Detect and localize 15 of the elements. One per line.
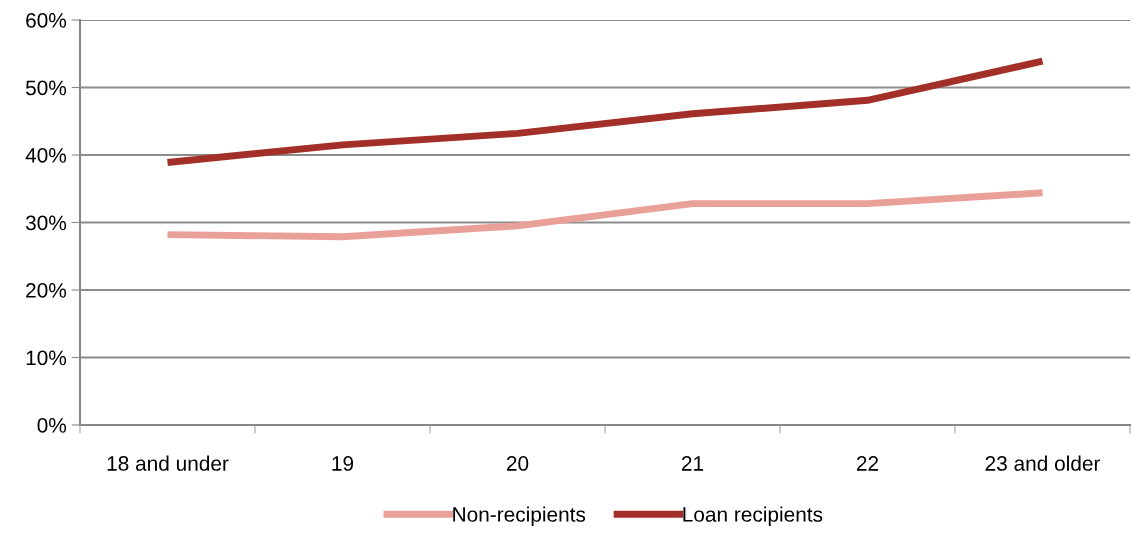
legend-label: Non-recipients <box>453 506 586 526</box>
x-tick-label: 18 and under <box>107 455 229 471</box>
y-tick-label: 0% <box>37 418 67 433</box>
y-tick-label: 60% <box>26 13 67 28</box>
x-tick-label: 22 <box>856 456 879 471</box>
x-tick-label: 23 and older <box>985 455 1101 471</box>
x-tick-label: 19 <box>332 456 354 471</box>
x-tick-label: 21 <box>681 456 704 471</box>
y-tick-label: 20% <box>26 283 67 298</box>
y-tick-label: 10% <box>26 350 67 366</box>
y-tick-label: 40% <box>25 148 67 163</box>
y-tick-label: 50% <box>25 80 67 96</box>
y-tick-label: 30% <box>25 215 67 231</box>
x-tick-label: 20 <box>506 456 529 471</box>
legend-label: Loan recipients <box>683 506 823 526</box>
